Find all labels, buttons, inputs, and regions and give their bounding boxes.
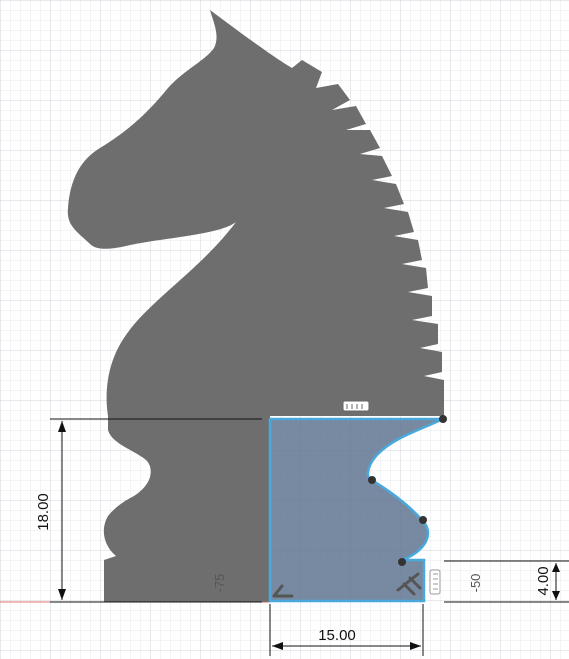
tangent-constraint-icon[interactable] xyxy=(396,572,422,596)
horizontal-constraint-icon[interactable] xyxy=(342,400,370,412)
height-dimension-label[interactable]: 18.00 xyxy=(35,493,52,531)
height-dimension[interactable]: 18.00 xyxy=(35,418,262,603)
sketch-profile[interactable] xyxy=(268,417,444,603)
perpendicular-constraint-icon[interactable] xyxy=(272,584,294,598)
width-dimension[interactable]: 15.00 xyxy=(269,604,424,656)
knight-silhouette xyxy=(67,10,444,416)
vertical-constraint-icon[interactable] xyxy=(429,569,441,595)
angle-right-label[interactable]: -50 xyxy=(468,574,483,593)
sketch-point[interactable] xyxy=(419,516,427,524)
sketch-point[interactable] xyxy=(439,415,447,423)
knight-base-silhouette xyxy=(103,416,271,602)
sketch-point[interactable] xyxy=(398,558,406,566)
sketch-point[interactable] xyxy=(368,476,376,484)
base-height-dimension-label[interactable]: 4.00 xyxy=(535,566,552,595)
base-height-dimension[interactable]: 4.00 xyxy=(444,560,569,603)
width-dimension-label[interactable]: 15.00 xyxy=(318,627,356,644)
angle-left-label[interactable]: -75 xyxy=(212,574,227,593)
